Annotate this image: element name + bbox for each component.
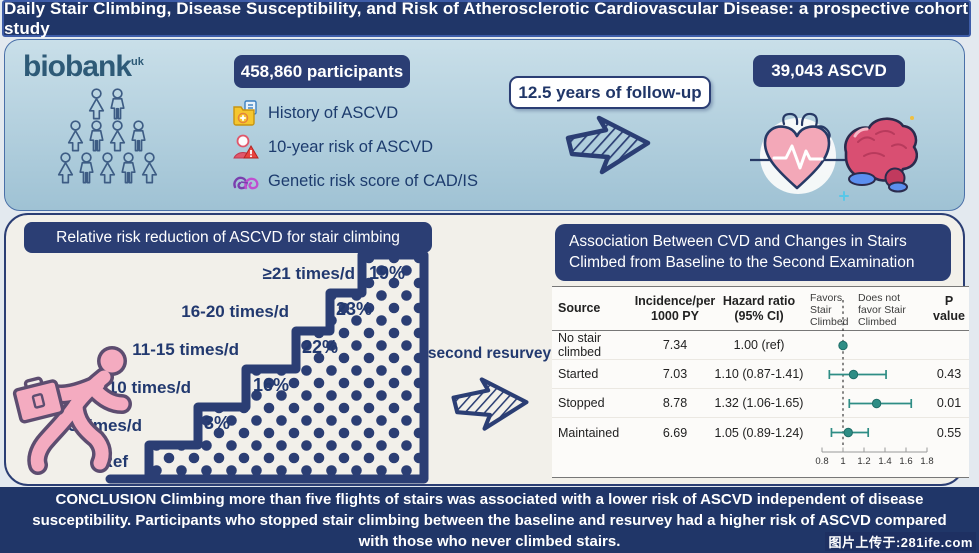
staircase-outline bbox=[105, 251, 429, 484]
table-row-source: No stair climbed bbox=[552, 331, 640, 360]
risk-item-label: Genetic risk score of CAD/IS bbox=[268, 171, 478, 190]
stair-labels: Ref 1-5 times/d 6-10 times/d 11-15 times… bbox=[53, 264, 355, 471]
cohort-panel: biobankuk 458,860 participants History o… bbox=[4, 39, 965, 211]
stair-label: 11-15 times/d bbox=[132, 340, 239, 359]
table-row-pvalue: 0.01 bbox=[929, 389, 969, 418]
table-row-forest-slot bbox=[808, 389, 929, 418]
stair-label: 16-20 times/d bbox=[181, 302, 289, 321]
col-header-hazard: Hazard ratio (95% CI) bbox=[710, 287, 808, 331]
table-row-incidence: 8.78 bbox=[640, 389, 710, 418]
forest-table-title: Association Between CVD and Changes in S… bbox=[555, 224, 951, 281]
svg-text:1: 1 bbox=[840, 456, 845, 467]
study-title: Daily Stair Climbing, Disease Susceptibi… bbox=[4, 0, 969, 38]
conclusion-text: CONCLUSION Climbing more than five fligh… bbox=[32, 490, 947, 550]
svg-text:1.8: 1.8 bbox=[920, 456, 933, 467]
followup-badge: 12.5 years of follow-up bbox=[509, 76, 711, 109]
stair-label: 6-10 times/d bbox=[93, 378, 191, 397]
table-row-hazard: 1.10 (0.87-1.41) bbox=[710, 360, 808, 389]
stairs-chart-title: Relative risk reduction of ASCVD for sta… bbox=[24, 222, 432, 253]
col-header-source: Source bbox=[552, 287, 640, 331]
right-arrow-icon bbox=[563, 112, 653, 178]
table-row-forest-slot bbox=[808, 331, 929, 360]
stair-percentages: 3% 16% 22% 23% 19% bbox=[204, 263, 405, 433]
title-bar: Daily Stair Climbing, Disease Susceptibi… bbox=[2, 0, 971, 38]
table-row-pvalue bbox=[929, 331, 969, 360]
table-row-hazard: 1.00 (ref) bbox=[710, 331, 808, 360]
svg-text:0.8: 0.8 bbox=[815, 456, 828, 467]
resurvey-label: second resurvey bbox=[427, 345, 552, 362]
col-header-incidence: Incidence/per 1000 PY bbox=[635, 287, 715, 331]
col-header-forest: Favors Stair Climbed Does not favor Stai… bbox=[808, 287, 929, 331]
stair-pct: 23% bbox=[336, 299, 372, 319]
risk-item-label: History of ASCVD bbox=[268, 103, 399, 122]
risk-item-label: 10-year risk of ASCVD bbox=[268, 137, 434, 156]
folder-icon bbox=[233, 99, 257, 126]
uk-biobank-logo: biobankuk bbox=[23, 50, 144, 83]
conclusion-bar: CONCLUSION Climbing more than five fligh… bbox=[0, 487, 979, 553]
table-row-source: Started bbox=[552, 360, 640, 389]
participants-count-badge: 458,860 participants bbox=[234, 55, 410, 88]
table-row-forest-slot bbox=[808, 360, 929, 389]
heart-brain-icon bbox=[750, 112, 918, 201]
logo-uk-superscript: uk bbox=[131, 56, 144, 68]
brain-part bbox=[839, 116, 918, 201]
table-row-incidence: 6.69 bbox=[662, 425, 688, 440]
hazard-ratio-table: Source Incidence/per 1000 PY Hazard rati… bbox=[552, 286, 969, 478]
stair-label: ≥21 times/d bbox=[263, 264, 355, 283]
svg-text:1.6: 1.6 bbox=[899, 456, 912, 467]
table-row-hazard: 1.32 (1.06-1.65) bbox=[710, 389, 808, 418]
stair-pct: 19% bbox=[369, 263, 405, 283]
watermark: 图片上传于:281ife.com bbox=[825, 532, 976, 551]
table-row-hazard: 1.05 (0.89-1.24) bbox=[714, 425, 804, 440]
stairs-chart: Ref 1-5 times/d 6-10 times/d 11-15 times… bbox=[12, 251, 429, 484]
stair-pct: 22% bbox=[302, 337, 338, 357]
svg-text:1.4: 1.4 bbox=[878, 456, 891, 467]
dna-icon bbox=[233, 176, 259, 189]
list-item-10yr-risk: 10-year risk of ASCVD bbox=[232, 130, 478, 164]
stair-pct: 16% bbox=[253, 375, 289, 395]
person-warning-icon bbox=[233, 134, 259, 158]
table-row-source: Stopped bbox=[552, 389, 640, 418]
table-row-pvalue: 0.43 bbox=[929, 360, 969, 389]
disease-susceptibility-list: History of ASCVD 10-year risk of ASCVD bbox=[232, 96, 478, 198]
resurvey-annotation: second resurvey bbox=[427, 345, 552, 440]
right-arrow-icon bbox=[449, 373, 531, 435]
table-row-pvalue: 0.55 bbox=[936, 425, 962, 440]
briefcase-icon bbox=[12, 376, 65, 424]
list-item-history: History of ASCVD bbox=[232, 96, 478, 130]
forest-plot: 0.8 1 1.2 1.4 1.6 1.8 bbox=[815, 300, 934, 467]
forest-not-favors-label: Does not favor Stair Climbed bbox=[858, 292, 906, 329]
list-item-genetic-risk: Genetic risk score of CAD/IS bbox=[232, 164, 478, 198]
results-panel: Relative risk reduction of ASCVD for sta… bbox=[4, 213, 969, 486]
svg-text:1.2: 1.2 bbox=[857, 456, 870, 467]
table-row-incidence: 7.34 bbox=[640, 331, 710, 360]
climbing-person-icon bbox=[12, 346, 132, 475]
table-row-incidence: 7.03 bbox=[640, 360, 710, 389]
ascvd-count-badge: 39,043 ASCVD bbox=[753, 55, 905, 87]
table-row-source: Maintained bbox=[558, 425, 620, 440]
col-header-pvalue: P value bbox=[929, 287, 969, 331]
table-grid: Source Incidence/per 1000 PY Hazard rati… bbox=[552, 287, 969, 447]
forest-favors-label: Favors Stair Climbed bbox=[810, 292, 849, 329]
stair-pct: 3% bbox=[204, 413, 230, 433]
participants-pyramid-icon bbox=[27, 88, 187, 184]
stairs-dot-fill bbox=[149, 255, 424, 477]
